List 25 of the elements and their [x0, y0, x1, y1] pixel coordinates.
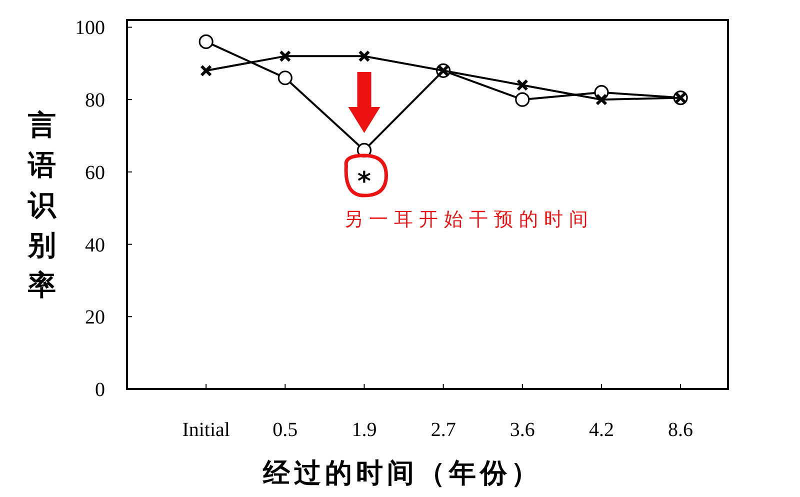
point: [278, 70, 292, 86]
annotation: *: [357, 166, 372, 197]
y-tick-label: 80: [85, 90, 105, 112]
y-axis-title: 言语识别率: [27, 108, 57, 302]
point: [515, 92, 530, 107]
x-tick-label: 2.7: [430, 419, 456, 441]
point: [279, 50, 292, 62]
annotation: 另一耳开始干预的时间: [344, 208, 594, 231]
y-tick-label: 20: [85, 306, 105, 329]
point: [595, 94, 608, 106]
x-tick-label: 8.6: [668, 419, 694, 441]
x-axis-title: 经过的时间（年份）: [262, 458, 542, 489]
x-tick-label: 1.9: [352, 419, 377, 441]
point: [200, 64, 212, 77]
point: [198, 34, 214, 50]
y-tick-label: 40: [85, 234, 105, 256]
x-tick-label: 4.2: [588, 419, 614, 441]
x-tick-label: 3.6: [510, 419, 535, 441]
y-tick-label: 0: [95, 379, 105, 401]
x-tick-label: Initial: [182, 419, 230, 441]
y-tick-label: 60: [85, 162, 105, 184]
x-tick-label: 0.5: [272, 419, 298, 441]
point: [358, 50, 370, 62]
point: [516, 79, 528, 92]
y-tick-label: 100: [75, 17, 105, 40]
